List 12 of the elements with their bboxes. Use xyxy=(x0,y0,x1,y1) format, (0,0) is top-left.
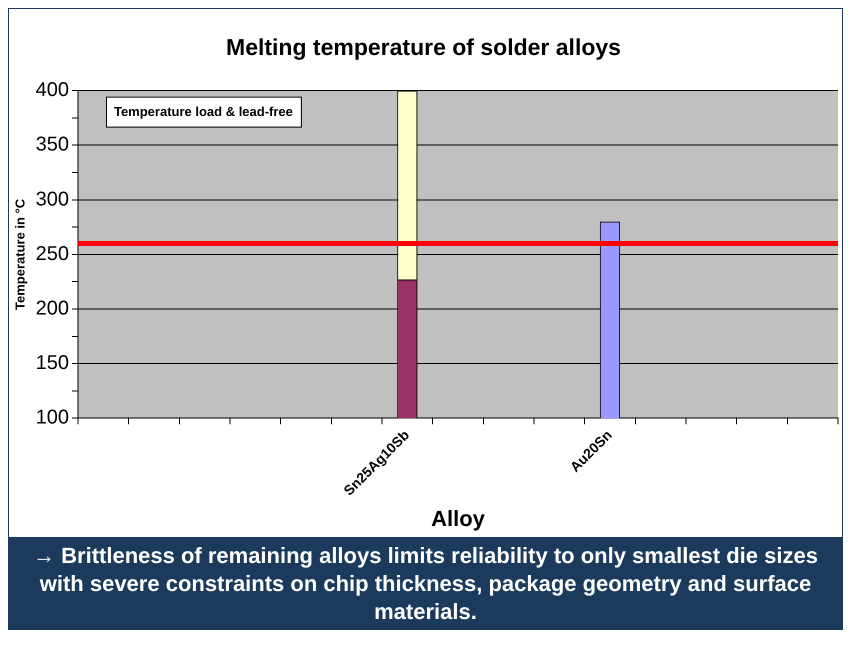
chart-title: Melting temperature of solder alloys xyxy=(226,34,621,60)
text: → Brittleness of remaining alloys limits reliability to only smallest die sizes with severe constraints on chip thickness, package geometry and surface materials. xyxy=(8,538,843,630)
y-tick-label: 100 xyxy=(36,406,69,429)
annotation: Temperature load & lead-free xyxy=(114,104,293,120)
y-tick-label: 300 xyxy=(36,188,69,210)
y-tick-label: 250 xyxy=(36,242,69,265)
y-tick-label: 150 xyxy=(36,352,69,374)
x-axis-title: Alloy xyxy=(431,506,486,531)
y-tick-label: 200 xyxy=(36,298,69,320)
y-axis-title: Temperature in °C xyxy=(12,198,28,310)
y-tick-label: 350 xyxy=(36,134,69,156)
y-tick-label: 400 xyxy=(36,79,69,102)
